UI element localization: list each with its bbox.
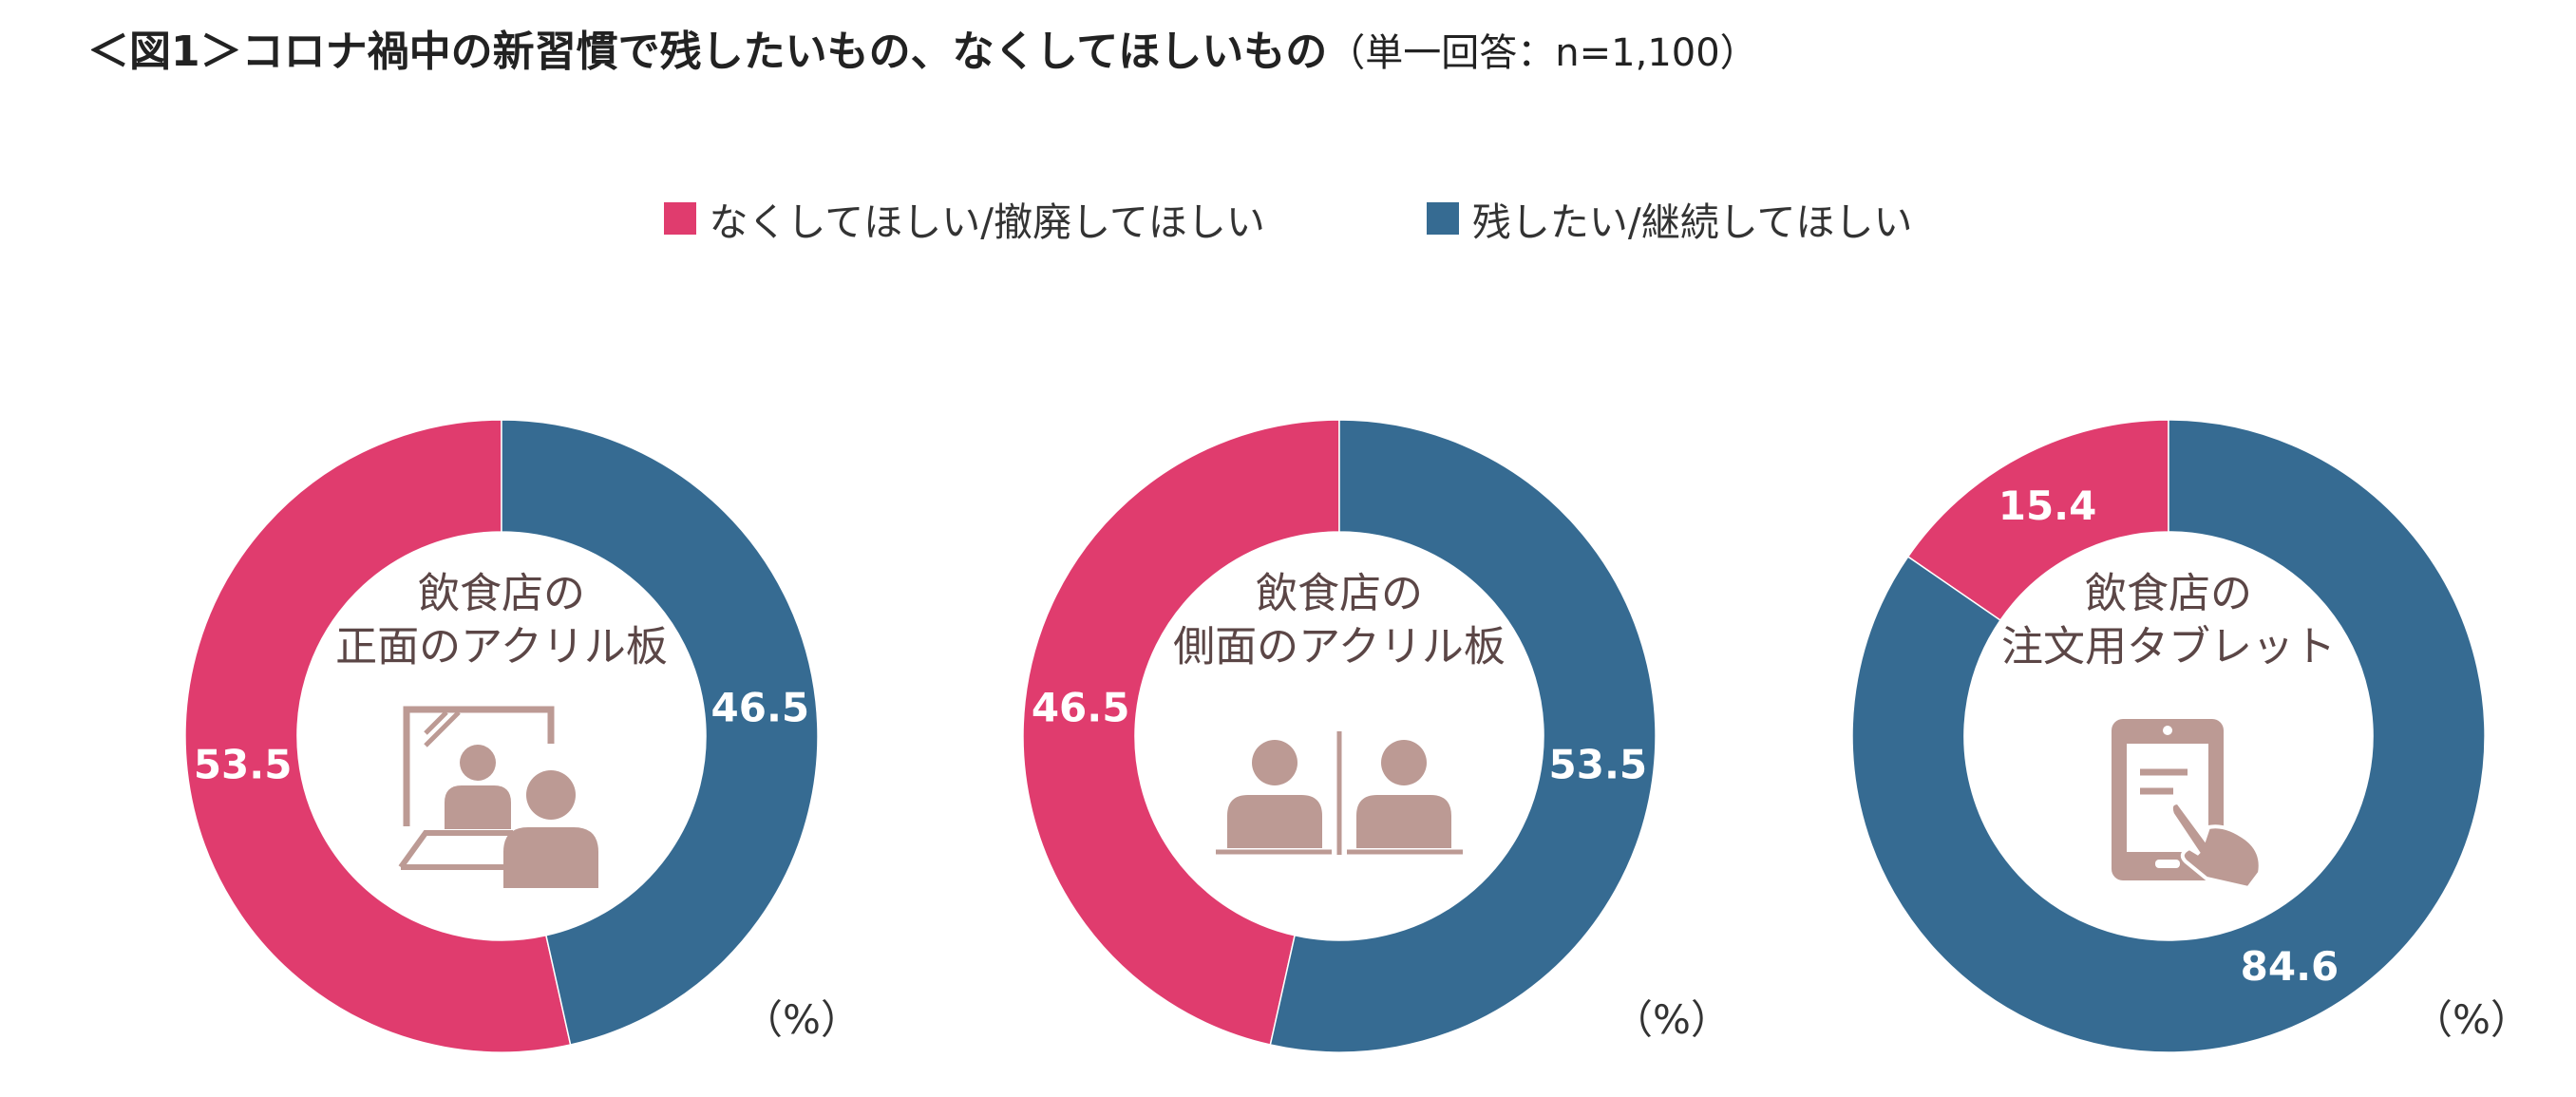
legend-item-keep: 残したい/継続してほしい bbox=[1426, 190, 1913, 247]
legend-swatch-keep bbox=[1426, 202, 1459, 235]
chart-title: ＜図1＞コロナ禍中の新習慣で残したいもの、なくしてほしいもの（単一回答：n=1,… bbox=[87, 17, 1758, 78]
center-label-line-1: 飲食店の bbox=[2085, 570, 2252, 618]
donut-slice-keep bbox=[1851, 419, 2486, 1053]
center-label-line-1: 飲食店の bbox=[1256, 570, 1423, 618]
center-label-line-2: 正面のアクリル板 bbox=[335, 623, 668, 671]
legend: なくしてほしい/撤廃してほしい 残したい/継続してほしい bbox=[0, 190, 2576, 247]
donut-slice-keep bbox=[501, 419, 819, 1046]
value-label-keep: 53.5 bbox=[1549, 742, 1648, 788]
title-note: （単一回答：n=1,100） bbox=[1327, 31, 1758, 75]
value-label-remove: 15.4 bbox=[1998, 482, 2097, 529]
tablet-tap-icon bbox=[2112, 719, 2263, 891]
donut-slice-keep bbox=[1269, 419, 1657, 1053]
unit-label-3: （%） bbox=[2413, 996, 2530, 1043]
title-main: ＜図1＞コロナ禍中の新習慣で残したいもの、なくしてほしいもの bbox=[87, 28, 1328, 76]
acrylic-panel-front-icon bbox=[398, 706, 598, 888]
unit-label-2: （%） bbox=[1613, 996, 1731, 1043]
unit-label-1: （%） bbox=[743, 996, 861, 1043]
legend-swatch-remove bbox=[663, 202, 696, 235]
donut-slice-remove bbox=[1022, 419, 1340, 1046]
donut-slice-remove bbox=[184, 419, 572, 1053]
value-label-keep: 46.5 bbox=[711, 684, 810, 730]
legend-item-remove: なくしてほしい/撤廃してほしい bbox=[663, 190, 1265, 247]
legend-label-keep: 残したい/継続してほしい bbox=[1471, 199, 1913, 245]
acrylic-panel-side-icon bbox=[1216, 731, 1463, 855]
value-label-keep: 84.6 bbox=[2241, 943, 2339, 990]
center-label-line-1: 飲食店の bbox=[418, 570, 585, 618]
legend-label-remove: なくしてほしい/撤廃してほしい bbox=[709, 199, 1265, 245]
center-label-line-2: 注文用タブレット bbox=[2001, 623, 2336, 671]
value-label-remove: 46.5 bbox=[1032, 684, 1130, 730]
center-label-line-2: 側面のアクリル板 bbox=[1173, 623, 1506, 671]
value-label-remove: 53.5 bbox=[194, 742, 293, 788]
